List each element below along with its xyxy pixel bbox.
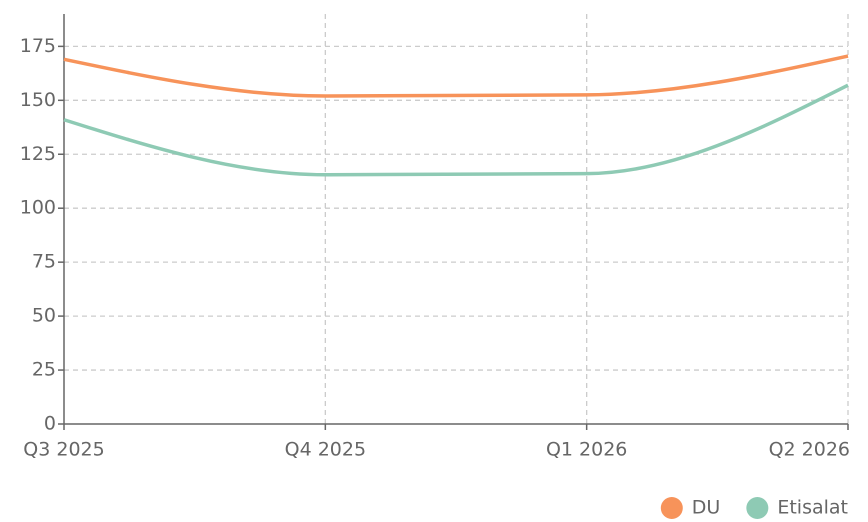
y-tick-label: 125 <box>20 143 56 165</box>
y-tick-label: 100 <box>20 197 56 219</box>
x-tick-label: Q2 2026 <box>769 439 850 461</box>
y-tick-label: 175 <box>20 35 56 57</box>
x-tick-label: Q4 2025 <box>285 439 366 461</box>
legend-swatch <box>746 497 769 519</box>
legend-label: DU <box>692 497 721 519</box>
line <box>63 83 849 177</box>
y-tick-label: 75 <box>32 251 56 273</box>
legend-label: Etisalat <box>777 497 848 519</box>
y-tick-label: 50 <box>32 305 56 327</box>
legend-swatch <box>660 497 683 519</box>
x-tick-label: Q3 2025 <box>23 439 104 461</box>
y-tick-label: 25 <box>32 359 56 381</box>
line <box>63 54 849 98</box>
y-tick-label: 150 <box>20 89 56 111</box>
x-tick-label: Q1 2026 <box>546 439 627 461</box>
y-tick-label: 0 <box>44 413 56 435</box>
